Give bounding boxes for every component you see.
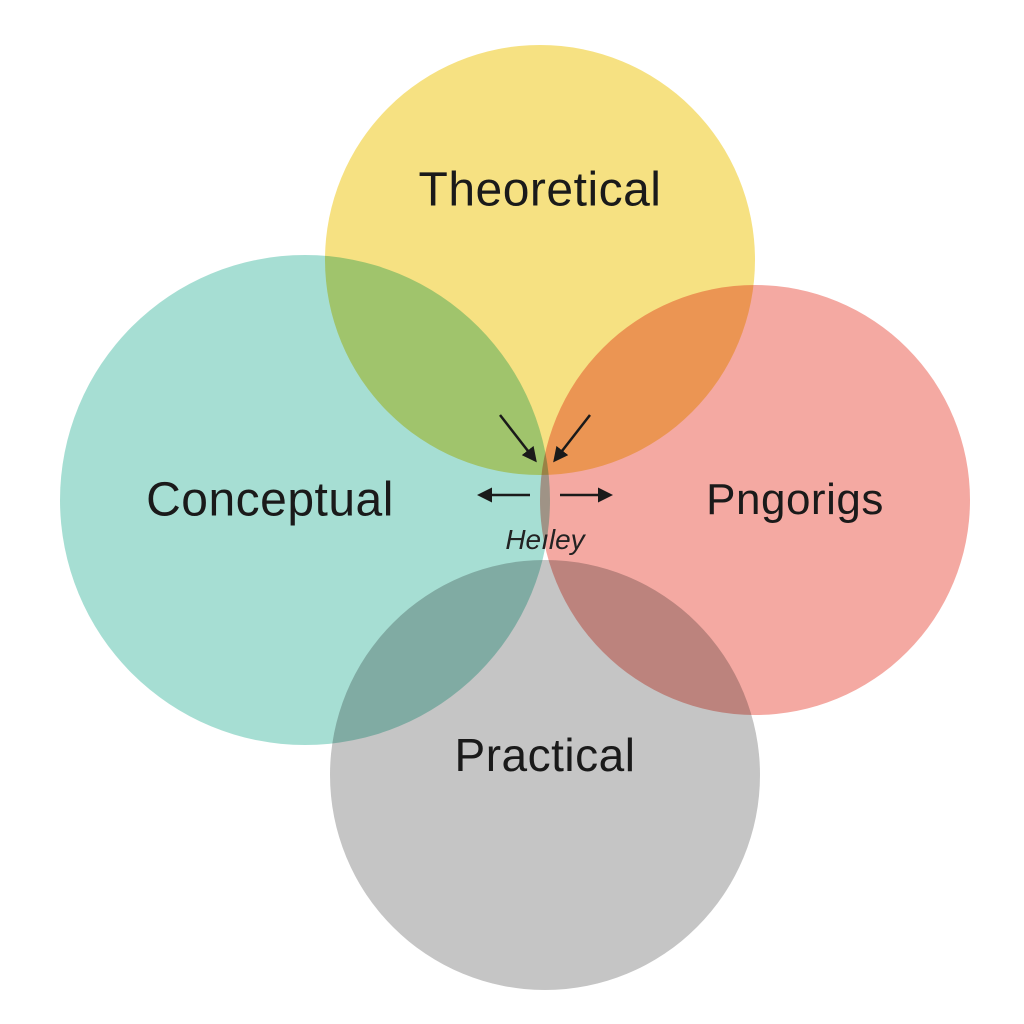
- label-theoretical: Theoretical: [419, 163, 662, 218]
- venn-diagram: Theoretical Conceptual Pngorigs Practica…: [0, 0, 1024, 1024]
- label-conceptual: Conceptual: [146, 473, 394, 528]
- center-label: Heıley: [505, 524, 584, 556]
- label-pngorigs: Pngorigs: [706, 475, 884, 525]
- label-practical: Practical: [455, 728, 636, 782]
